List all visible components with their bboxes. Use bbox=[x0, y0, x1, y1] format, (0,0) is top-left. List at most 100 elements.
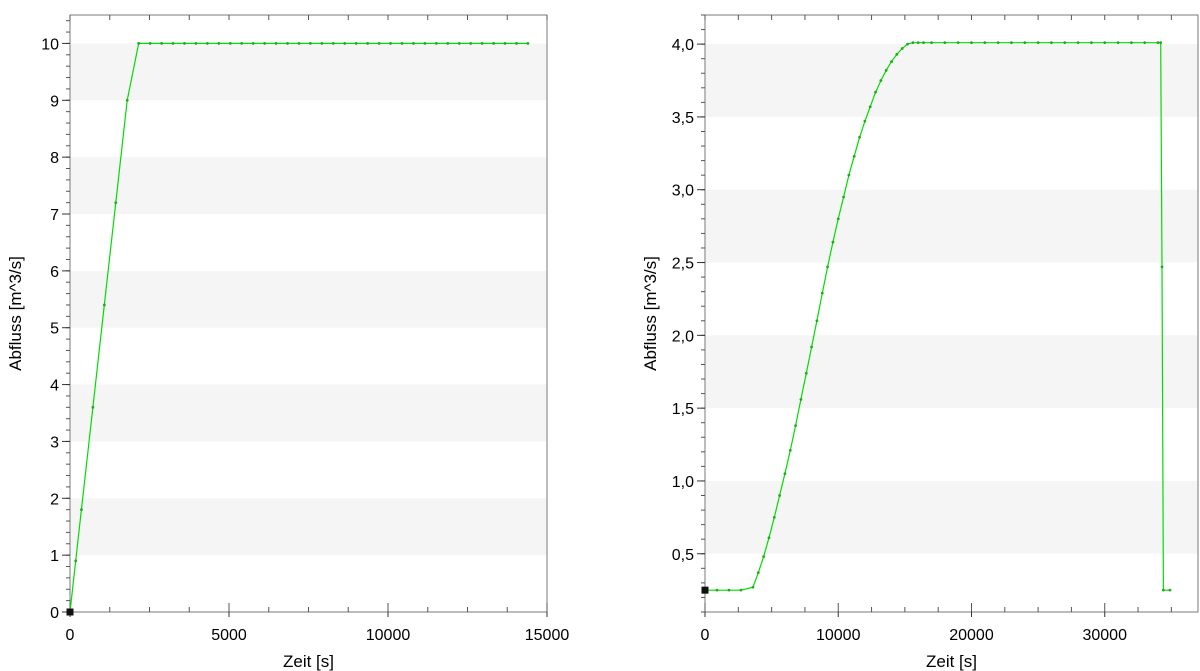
data-point bbox=[810, 345, 813, 349]
x-tick-label: 20000 bbox=[949, 627, 994, 644]
data-point bbox=[389, 42, 392, 45]
data-point bbox=[377, 42, 381, 45]
data-point bbox=[526, 42, 530, 45]
data-point bbox=[400, 42, 404, 45]
data-point bbox=[263, 42, 267, 45]
data-point bbox=[794, 424, 798, 428]
data-point bbox=[114, 201, 118, 205]
data-point bbox=[183, 42, 186, 45]
y-tick-label: 1,5 bbox=[672, 401, 694, 418]
data-point bbox=[480, 42, 484, 45]
x-tick-label: 30000 bbox=[1082, 627, 1127, 644]
y-tick-label: 3,5 bbox=[672, 110, 694, 127]
data-point bbox=[767, 536, 771, 540]
data-point bbox=[884, 68, 888, 72]
x-tick-label: 10000 bbox=[816, 627, 861, 644]
y-tick-label: 8 bbox=[50, 150, 59, 167]
y-tick-label: 3 bbox=[50, 434, 59, 451]
data-point bbox=[1160, 265, 1164, 269]
data-point bbox=[756, 571, 760, 575]
data-point bbox=[868, 105, 872, 109]
data-point bbox=[751, 585, 755, 589]
data-point bbox=[911, 41, 915, 45]
data-point bbox=[858, 135, 861, 139]
data-point bbox=[434, 42, 438, 45]
data-point bbox=[1103, 41, 1107, 45]
x-axis-title: Zeit [s] bbox=[926, 652, 977, 671]
data-point bbox=[847, 173, 851, 177]
data-point bbox=[715, 588, 719, 592]
data-point bbox=[217, 42, 221, 45]
data-point bbox=[331, 42, 335, 45]
data-point bbox=[1156, 41, 1160, 45]
data-point bbox=[251, 42, 255, 45]
background-band bbox=[705, 189, 1198, 263]
background-band bbox=[70, 157, 547, 214]
background-band bbox=[70, 270, 547, 328]
background-band bbox=[705, 480, 1198, 554]
data-point bbox=[148, 42, 152, 45]
data-point bbox=[956, 41, 960, 45]
data-point bbox=[80, 508, 83, 512]
data-point bbox=[1050, 41, 1053, 45]
data-point bbox=[916, 41, 920, 45]
data-point bbox=[503, 42, 507, 45]
start-marker bbox=[66, 608, 74, 616]
data-point bbox=[943, 41, 947, 45]
data-point bbox=[762, 555, 766, 559]
data-point bbox=[874, 90, 877, 94]
data-point bbox=[836, 217, 840, 221]
y-tick-label: 10 bbox=[41, 36, 59, 53]
y-tick-label: 3,0 bbox=[672, 183, 694, 200]
data-point bbox=[125, 98, 129, 102]
data-point bbox=[900, 47, 904, 50]
data-point bbox=[804, 371, 808, 375]
y-tick-label: 2,5 bbox=[672, 256, 694, 273]
data-point bbox=[996, 41, 1000, 45]
y-tick-label: 0 bbox=[50, 605, 59, 622]
background-band bbox=[705, 335, 1198, 409]
data-point bbox=[783, 472, 787, 476]
data-point bbox=[74, 559, 78, 563]
data-point bbox=[469, 42, 473, 45]
y-tick-label: 0,5 bbox=[672, 547, 694, 564]
data-point bbox=[1143, 41, 1147, 45]
data-point bbox=[1063, 41, 1067, 45]
plot-area: 0 1 2 3 4 5 6 7 8 9 10 0 5000 10000 15000 Zeit [s] Abflu… bbox=[6, 14, 569, 671]
y-tick-label: 2,0 bbox=[672, 328, 694, 345]
data-point bbox=[831, 240, 835, 244]
data-point bbox=[354, 42, 358, 45]
data-point bbox=[727, 588, 731, 592]
data-point bbox=[171, 42, 175, 45]
data-point bbox=[286, 42, 289, 45]
data-point bbox=[890, 60, 893, 63]
data-point bbox=[852, 154, 856, 158]
data-point bbox=[446, 42, 450, 45]
y-tick-label: 1,0 bbox=[672, 474, 694, 491]
data-point bbox=[160, 42, 163, 45]
data-point bbox=[1010, 41, 1013, 45]
data-point bbox=[1161, 588, 1165, 592]
data-point bbox=[922, 41, 925, 45]
data-point bbox=[343, 42, 347, 45]
data-point bbox=[205, 42, 209, 45]
data-point bbox=[895, 52, 899, 56]
data-point bbox=[492, 42, 495, 45]
data-point bbox=[102, 303, 106, 307]
data-point bbox=[366, 42, 370, 45]
x-tick-label: 0 bbox=[66, 627, 75, 644]
data-point bbox=[820, 291, 824, 295]
data-point bbox=[1090, 41, 1093, 45]
data-point bbox=[423, 42, 427, 45]
data-point bbox=[1168, 588, 1172, 592]
start-marker bbox=[701, 586, 709, 594]
data-point bbox=[309, 42, 312, 45]
data-point bbox=[983, 41, 987, 45]
data-point bbox=[815, 319, 819, 323]
x-axis-title: Zeit [s] bbox=[283, 652, 334, 671]
data-point bbox=[297, 42, 301, 45]
data-point bbox=[228, 42, 232, 45]
data-point bbox=[1159, 41, 1163, 45]
y-tick-label: 1 bbox=[50, 548, 59, 565]
y-tick-label: 9 bbox=[50, 93, 59, 110]
